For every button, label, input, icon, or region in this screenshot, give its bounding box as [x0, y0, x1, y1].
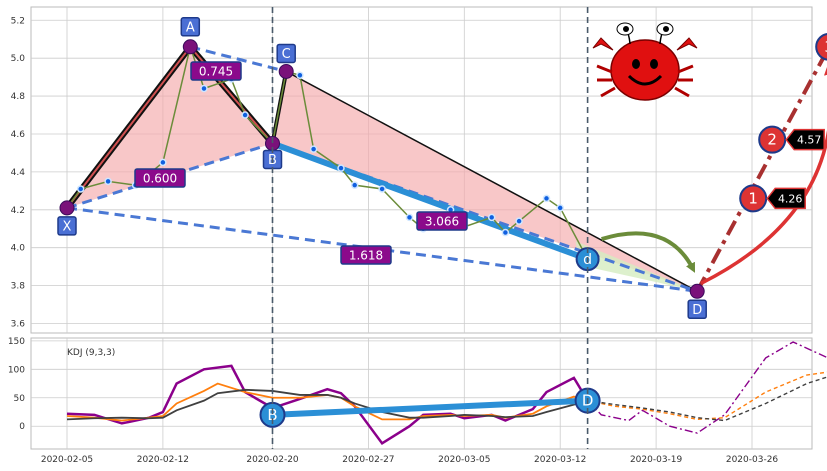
kdj-line-k	[66, 388, 588, 421]
x-tick-label: 2020-02-05	[41, 455, 93, 465]
x-axis: 2020-02-05 2020-02-12 2020-02-20 2020-02-27…	[41, 455, 779, 465]
bd-trend-line	[271, 140, 589, 262]
ratio-label-box	[340, 245, 392, 265]
y-tick-label: 3.8	[11, 282, 26, 292]
ratio-label-box	[190, 61, 242, 81]
target-number: 3	[824, 38, 827, 56]
price-point	[405, 213, 414, 222]
ratio-label: 3.066	[425, 215, 459, 229]
price-point	[501, 228, 510, 237]
kdj-panel	[30, 337, 813, 450]
point-marker	[278, 63, 294, 79]
cd-line	[285, 70, 698, 292]
projection-line	[695, 46, 827, 293]
target-marker	[758, 125, 787, 154]
x-tick-label: 2020-02-20	[246, 455, 299, 465]
point-label: X	[63, 219, 72, 234]
x-tick-label: 2020-02-12	[137, 455, 189, 465]
y-tick-label: 0	[19, 422, 25, 432]
y-tick-label: 100	[8, 365, 25, 375]
target-value: 4.57	[797, 134, 822, 147]
target-marker	[739, 184, 768, 213]
price-point	[296, 71, 304, 79]
price-point	[76, 185, 85, 193]
price-point	[487, 213, 496, 222]
ratio-label: 0.745	[199, 65, 233, 79]
target-value-box	[766, 187, 806, 210]
bd-ratio-line	[272, 142, 698, 293]
target-number: 2	[767, 131, 777, 149]
target-arrow	[700, 62, 827, 285]
price-point	[200, 84, 208, 93]
y-tick-label: 50	[14, 394, 26, 404]
x-tick-label: 2020-02-27	[342, 455, 394, 465]
point-marker	[689, 283, 705, 299]
kdj-line-j	[66, 364, 589, 445]
x-tick-label: 2020-03-26	[726, 455, 779, 465]
point-marker	[59, 200, 75, 216]
crab-mascot-icon	[592, 22, 698, 101]
target-value: 4.26	[778, 192, 803, 205]
target-value-box	[785, 128, 825, 151]
price-point	[104, 177, 112, 186]
kdj-grid: 0 50 100 150	[8, 337, 812, 449]
point-label: C	[282, 47, 291, 62]
kdj-title: KDJ (9,3,3)	[67, 348, 115, 358]
x-tick-label: 2020-03-12	[534, 455, 586, 465]
price-point	[515, 217, 523, 225]
y-tick-label: 5.0	[11, 54, 26, 64]
ac-ratio-line	[189, 45, 287, 73]
x-tick-label: 2020-03-19	[630, 455, 683, 465]
point-label: A	[186, 20, 195, 35]
point-label-box	[687, 299, 707, 320]
xd-ratio-line	[66, 206, 698, 293]
point-label-box	[180, 17, 201, 37]
target-marker	[815, 32, 827, 61]
point-marker	[182, 39, 198, 55]
y-tick-label: 4.4	[11, 168, 26, 178]
price-point	[556, 204, 564, 212]
y-tick-label: 3.6	[11, 320, 26, 330]
price-point	[241, 111, 249, 119]
green-fill	[575, 241, 698, 292]
x-tick-label: 2020-03-05	[438, 455, 490, 465]
price-point	[378, 185, 386, 193]
price-point	[309, 145, 318, 153]
y-tick-label: 4.6	[11, 130, 26, 140]
bcd-fill	[272, 71, 698, 292]
ratio-label: 0.600	[143, 172, 177, 186]
y-tick-label: 150	[8, 337, 25, 347]
kdj-trend-line	[272, 397, 588, 418]
price-point	[159, 158, 167, 167]
ratio-label: 1.618	[349, 249, 383, 263]
kdj-marker-label: B	[267, 406, 277, 424]
price-point	[337, 164, 345, 172]
price-point	[350, 181, 359, 189]
point-label-box	[57, 216, 77, 236]
y-tick-label: 4.8	[11, 92, 26, 102]
y-tick-label: 4.2	[11, 206, 25, 216]
point-label-box	[276, 43, 296, 64]
pattern-labels: XABCdD0.6000.7451.6183.06614.2624.5735.0…	[57, 17, 827, 320]
event-vlines	[271, 7, 589, 449]
ratio-label-box	[134, 168, 186, 188]
target-number: 1	[748, 189, 758, 207]
kdj-projection-j	[587, 341, 827, 434]
y-tick-label: 5.2	[11, 16, 25, 26]
ratio-label-box	[416, 211, 468, 231]
point-label: D	[692, 303, 702, 318]
xb-ratio-line	[66, 142, 273, 210]
price-point	[542, 194, 551, 203]
y-tick-label: 4.0	[11, 244, 26, 254]
curve-arrow	[601, 231, 696, 273]
